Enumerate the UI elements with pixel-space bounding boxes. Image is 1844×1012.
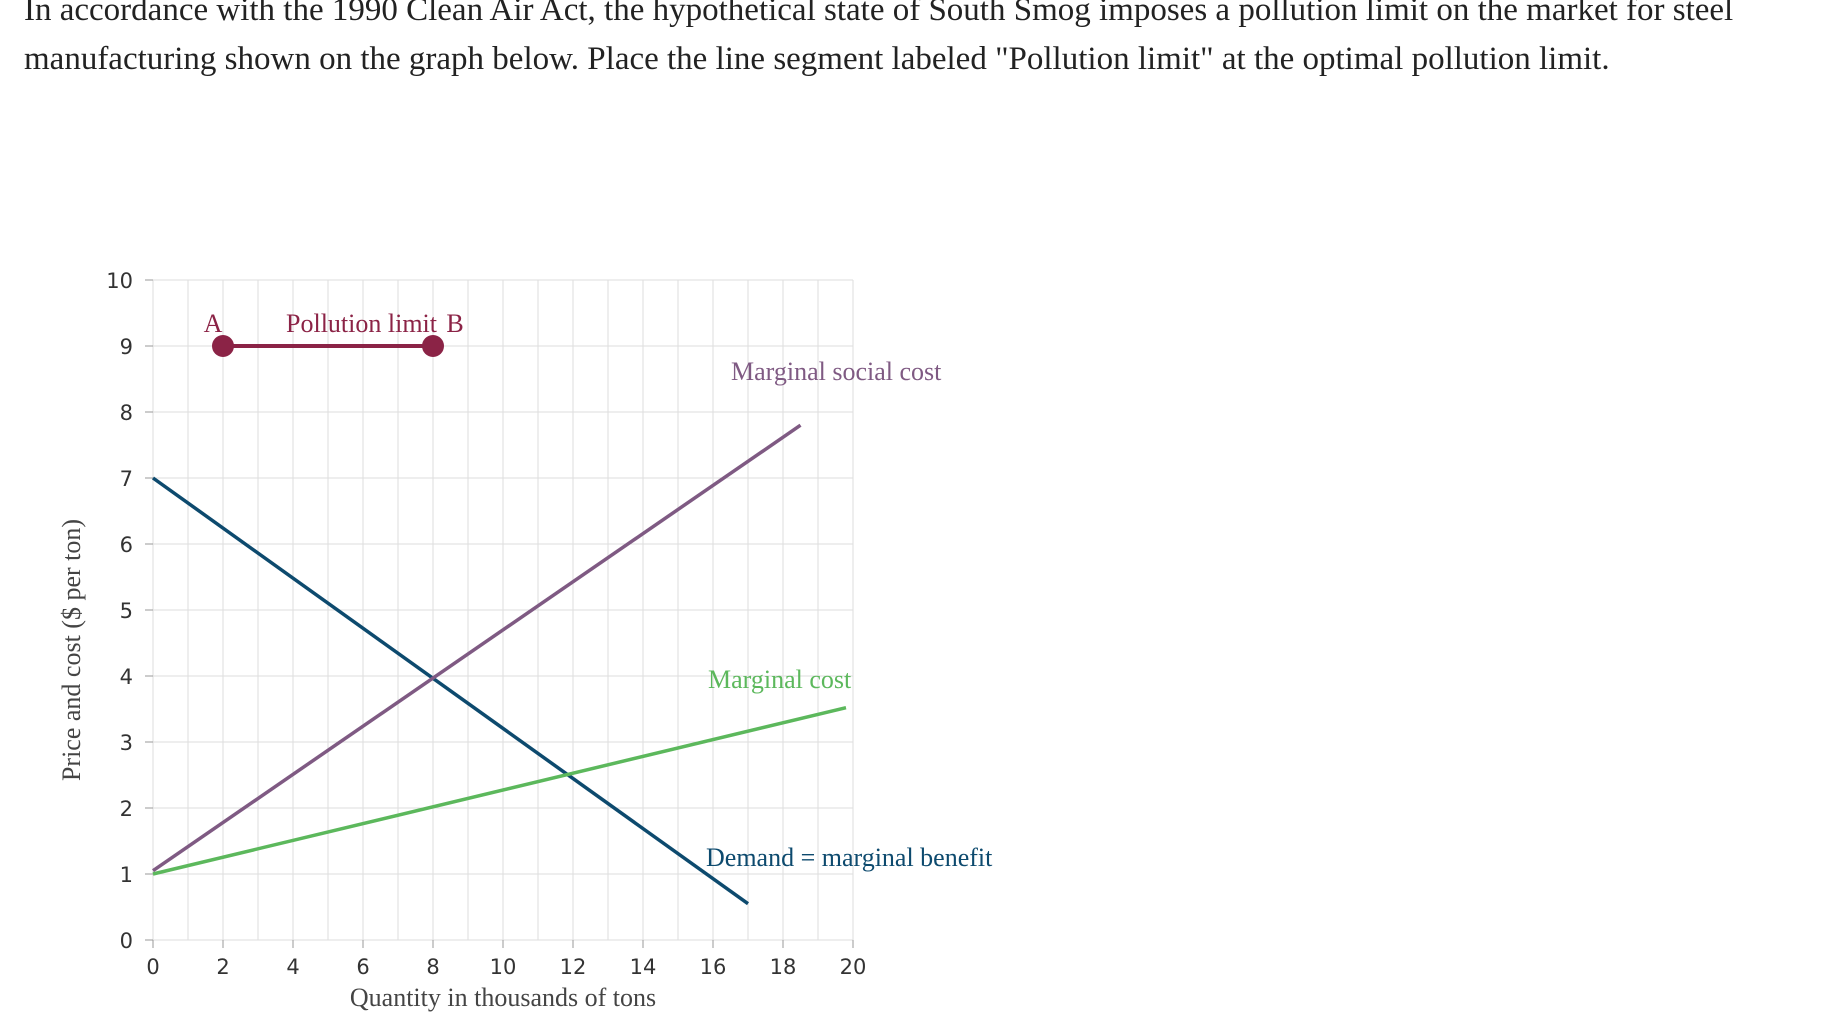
- y-tick-label: 10: [106, 269, 133, 293]
- y-tick-label: 8: [120, 401, 133, 425]
- point-b-label: B: [446, 309, 463, 338]
- x-axis-title: Quantity in thousands of tons: [350, 983, 656, 1012]
- y-tick-label: 3: [120, 731, 133, 755]
- point-a-label: A: [204, 309, 223, 338]
- x-tick-label: 8: [426, 955, 439, 979]
- marginal-social-cost-label: Marginal social cost: [731, 357, 942, 386]
- y-tick-label: 2: [120, 797, 133, 821]
- y-tick-label: 7: [120, 467, 133, 491]
- pollution-limit-segment: A B Pollution limit: [204, 309, 464, 357]
- series-labels: Marginal social cost Marginal cost Demand …: [706, 357, 993, 872]
- x-tick-label: 0: [146, 955, 159, 979]
- marginal-social-cost-line: [152, 423, 802, 873]
- y-tick-label: 9: [120, 335, 133, 359]
- x-tick-label: 6: [356, 955, 369, 979]
- x-tick-label: 10: [490, 955, 517, 979]
- grid: [152, 279, 854, 941]
- x-tick-label: 18: [770, 955, 797, 979]
- marginal-cost-label: Marginal cost: [708, 665, 852, 694]
- y-tick-label: 1: [120, 863, 133, 887]
- y-tick-label: 5: [120, 599, 133, 623]
- question-text: In accordance with the 1990 Clean Air Ac…: [24, 0, 1734, 77]
- x-tick-label: 2: [216, 955, 229, 979]
- x-tick-label: 16: [700, 955, 727, 979]
- demand-label: Demand = marginal benefit: [706, 843, 993, 872]
- marginal-cost-line: [152, 705, 847, 876]
- y-axis-title: Price and cost ($ per ton): [57, 519, 86, 781]
- x-tick-label: 14: [630, 955, 657, 979]
- x-tick-label: 20: [840, 955, 867, 979]
- pollution-limit-handle-b[interactable]: [422, 335, 444, 357]
- pollution-limit-label: Pollution limit: [286, 309, 438, 338]
- x-tick-label: 4: [286, 955, 299, 979]
- demand-line: [151, 476, 750, 906]
- series-lines: [151, 423, 847, 906]
- y-tick-label: 4: [120, 665, 133, 689]
- y-tick-label: 0: [120, 929, 133, 953]
- x-tick-label: 12: [560, 955, 587, 979]
- y-tick-label: 6: [120, 533, 133, 557]
- pollution-limit-handle-a[interactable]: [212, 335, 234, 357]
